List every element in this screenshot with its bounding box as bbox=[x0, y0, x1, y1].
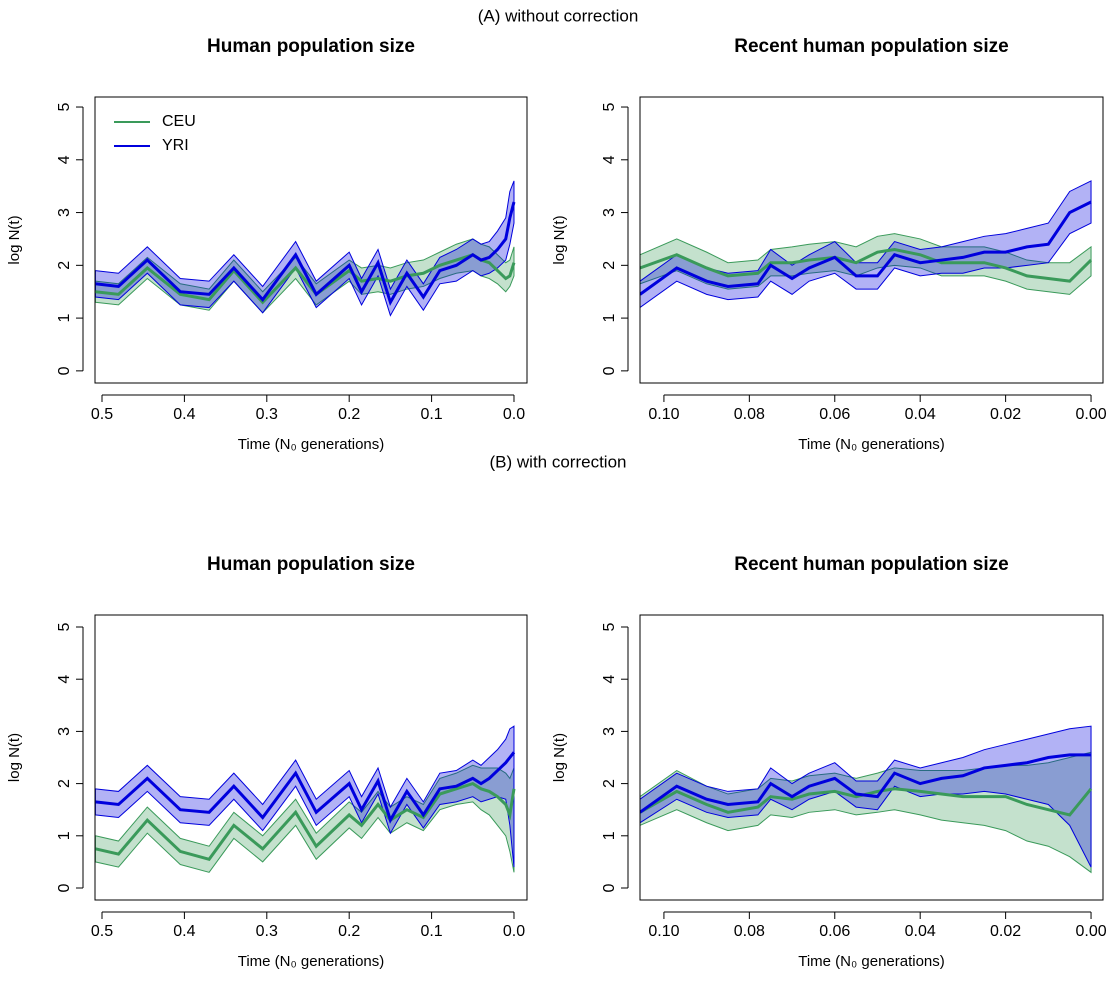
confidence-band bbox=[640, 233, 1092, 295]
chart-title: Recent human population size bbox=[734, 36, 1008, 57]
x-axis-label: Time (N₀ generations) bbox=[238, 953, 385, 970]
plot-area bbox=[95, 180, 516, 317]
section-title: (A) without correction bbox=[478, 6, 639, 25]
x-tick-label: 0.02 bbox=[990, 923, 1021, 940]
x-tick-label: 0.10 bbox=[648, 923, 679, 940]
x-tick-label: 0.00 bbox=[1075, 406, 1106, 423]
y-tick-label: 5 bbox=[601, 102, 618, 111]
series-line bbox=[640, 787, 1093, 817]
chart-title: Recent human population size bbox=[734, 554, 1008, 575]
x-tick-label: 0.08 bbox=[734, 406, 765, 423]
plot-frame bbox=[639, 96, 1104, 384]
plot-frame bbox=[639, 614, 1104, 901]
y-tick-label: 1 bbox=[601, 314, 618, 323]
plot-area bbox=[640, 180, 1093, 309]
y-tick-label: 1 bbox=[601, 831, 618, 840]
x-tick-label: 0.06 bbox=[819, 923, 850, 940]
plot-area bbox=[95, 725, 516, 873]
panel: 0.5 0.4 0.3 0.2 0.1 0.0 0 1 2 3 4 5 Human population… bbox=[6, 554, 528, 970]
chart-title: Human population size bbox=[207, 554, 415, 575]
y-tick-label: 0 bbox=[601, 366, 618, 375]
confidence-band bbox=[95, 764, 515, 873]
series-line bbox=[640, 247, 1093, 283]
series-line bbox=[640, 200, 1092, 296]
x-tick-label: 0.06 bbox=[819, 406, 850, 423]
panel: 0.10 0.08 0.06 0.04 0.02 0.00 0 1 2 3 4 5 Recent hum… bbox=[551, 36, 1107, 453]
confidence-band bbox=[95, 725, 515, 868]
plot-frame bbox=[94, 614, 528, 901]
plot-area bbox=[640, 725, 1093, 874]
x-tick-label: 0.08 bbox=[734, 923, 765, 940]
y-tick-label: 0 bbox=[56, 883, 73, 892]
panel: 0.10 0.08 0.06 0.04 0.02 0.00 0 1 2 3 4 5 Recent hum… bbox=[551, 554, 1107, 970]
x-tick-label: 0.4 bbox=[173, 923, 195, 940]
section-title: (B) with correction bbox=[490, 452, 627, 471]
y-tick-label: 3 bbox=[56, 208, 73, 217]
y-tick-label: 3 bbox=[601, 727, 618, 736]
legend-label: YRI bbox=[162, 137, 189, 154]
series-line bbox=[95, 781, 516, 862]
y-tick-label: 5 bbox=[56, 102, 73, 111]
x-tick-label: 0.00 bbox=[1075, 923, 1106, 940]
chart-title: Human population size bbox=[207, 36, 415, 57]
x-tick-label: 0.0 bbox=[503, 406, 525, 423]
y-tick-label: 0 bbox=[601, 883, 618, 892]
series-line bbox=[640, 753, 1092, 814]
confidence-band bbox=[640, 180, 1092, 309]
x-tick-label: 0.04 bbox=[905, 923, 936, 940]
confidence-band bbox=[640, 751, 1092, 874]
y-tick-label: 4 bbox=[56, 155, 73, 164]
x-axis-label: Time (N₀ generations) bbox=[238, 436, 385, 453]
y-tick-label: 2 bbox=[56, 779, 73, 788]
x-tick-label: 0.4 bbox=[173, 406, 195, 423]
y-tick-label: 0 bbox=[56, 366, 73, 375]
x-tick-label: 0.02 bbox=[990, 406, 1021, 423]
y-tick-label: 4 bbox=[601, 155, 618, 164]
x-axis-label: Time (N₀ generations) bbox=[798, 953, 945, 970]
plot-frame bbox=[94, 96, 528, 384]
y-tick-label: 2 bbox=[56, 261, 73, 270]
x-tick-label: 0.2 bbox=[338, 923, 360, 940]
y-axis-label: log N(t) bbox=[6, 215, 23, 264]
legend-label: CEU bbox=[162, 113, 196, 130]
x-tick-label: 0.2 bbox=[338, 406, 360, 423]
y-tick-label: 5 bbox=[601, 622, 618, 631]
y-tick-label: 4 bbox=[56, 675, 73, 684]
series-line bbox=[95, 201, 516, 307]
y-tick-label: 4 bbox=[601, 675, 618, 684]
y-tick-label: 1 bbox=[56, 831, 73, 840]
y-tick-label: 2 bbox=[601, 779, 618, 788]
x-tick-label: 0.0 bbox=[503, 923, 525, 940]
y-axis-label: log N(t) bbox=[551, 733, 568, 782]
x-tick-label: 0.04 bbox=[905, 406, 936, 423]
y-tick-label: 5 bbox=[56, 622, 73, 631]
x-tick-label: 0.5 bbox=[91, 923, 113, 940]
x-tick-label: 0.10 bbox=[648, 406, 679, 423]
x-axis-label: Time (N₀ generations) bbox=[798, 436, 945, 453]
y-tick-label: 1 bbox=[56, 314, 73, 323]
y-tick-label: 3 bbox=[56, 727, 73, 736]
y-axis-label: log N(t) bbox=[6, 733, 23, 782]
x-tick-label: 0.5 bbox=[91, 406, 113, 423]
y-axis-label: log N(t) bbox=[551, 215, 568, 264]
x-tick-label: 0.3 bbox=[256, 406, 278, 423]
y-tick-label: 3 bbox=[601, 208, 618, 217]
panel: 0.5 0.4 0.3 0.2 0.1 0.0 0 1 2 3 4 5 Human population… bbox=[6, 36, 528, 453]
x-tick-label: 0.1 bbox=[420, 406, 442, 423]
series-line bbox=[95, 751, 516, 824]
x-tick-label: 0.1 bbox=[420, 923, 442, 940]
y-tick-label: 2 bbox=[601, 261, 618, 270]
x-tick-label: 0.3 bbox=[256, 923, 278, 940]
